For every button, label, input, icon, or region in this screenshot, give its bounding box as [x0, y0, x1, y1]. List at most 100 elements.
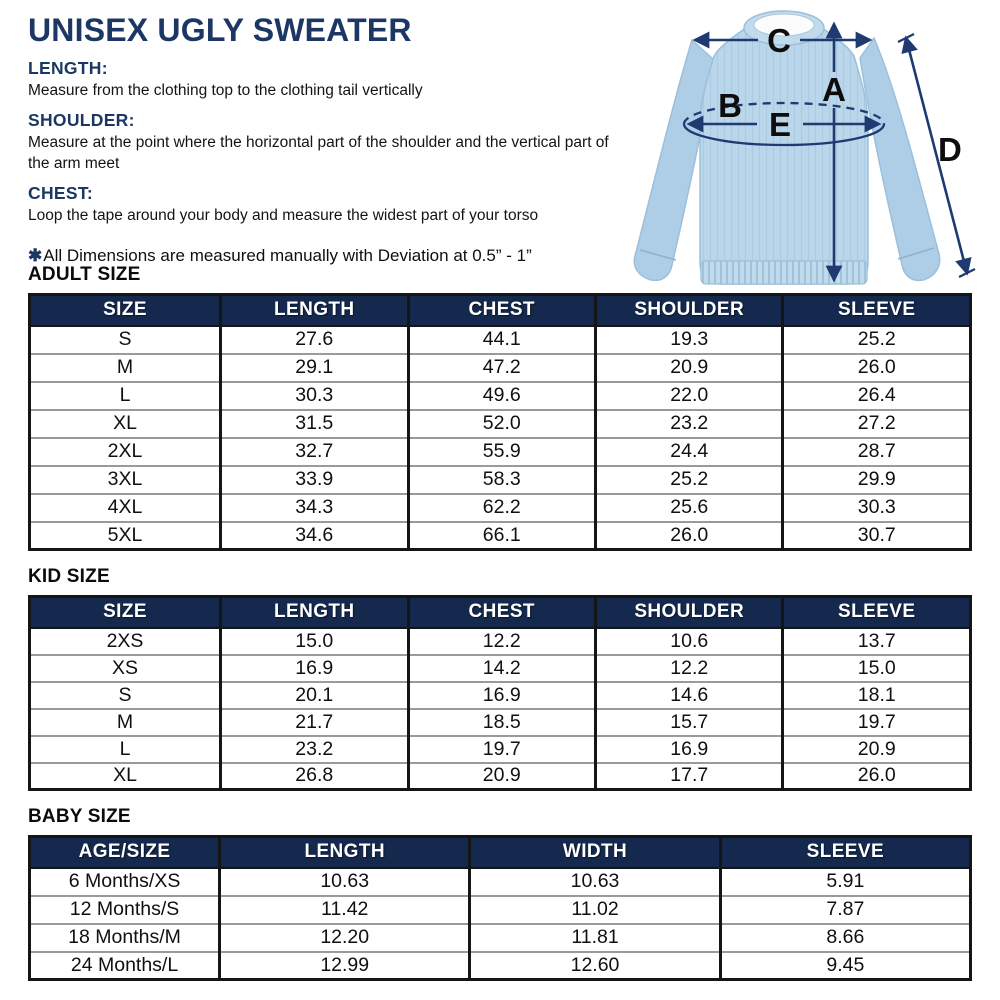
- size-cell: 5XL: [29, 521, 221, 550]
- measurement-cell: 15.0: [219, 627, 408, 655]
- measurement-cell: 26.8: [219, 762, 408, 790]
- measurement-cell: 62.2: [406, 493, 596, 522]
- measurement-cell: 55.9: [406, 437, 596, 466]
- measurement-cell: 7.87: [718, 895, 971, 924]
- baby-size-heading: BABY SIZE: [28, 806, 131, 827]
- table-row: XS 16.9 14.2 12.2 15.0: [29, 654, 971, 682]
- column-header: CHEST: [406, 596, 596, 628]
- measurement-cell: 26.0: [781, 353, 971, 382]
- size-cell: 12 Months/S: [29, 895, 220, 924]
- column-header: SLEEVE: [781, 596, 971, 628]
- chest-ellipse-dashed: [682, 101, 886, 125]
- measurement-cell: 10.63: [468, 867, 721, 896]
- measurement-cell: 14.2: [406, 654, 596, 682]
- measurement-cell: 20.9: [593, 353, 783, 382]
- size-cell: 2XL: [29, 437, 221, 466]
- sweater-diagram-svg: C A B E D: [633, 10, 976, 285]
- size-cell: XL: [29, 409, 221, 438]
- measurement-cell: 11.81: [468, 923, 721, 952]
- label-b: B: [718, 87, 742, 124]
- table-row: S 27.6 44.1 19.3 25.2: [29, 325, 971, 354]
- measurement-cell: 10.63: [218, 867, 470, 896]
- table-row: 3XL 33.9 58.3 25.2 29.9: [29, 465, 971, 494]
- left-sleeve: [633, 38, 715, 282]
- header-row: SIZE LENGTH CHEST SHOULDER SLEEVE: [29, 596, 971, 628]
- column-header: AGE/SIZE: [29, 836, 220, 868]
- table-row: 6 Months/XS 10.63 10.63 5.91: [29, 867, 971, 896]
- measurement-cell: 23.2: [219, 735, 408, 763]
- measurement-cell: 66.1: [406, 521, 596, 550]
- label-c: C: [767, 22, 791, 59]
- measurement-cell: 13.7: [781, 627, 971, 655]
- table-row: 2XL 32.7 55.9 24.4 28.7: [29, 437, 971, 466]
- top-section: UNISEX UGLY SWEATER LENGTH: Measure from…: [0, 0, 1000, 285]
- sweater-measurement-diagram: C A B E D: [616, 0, 1000, 300]
- measurement-cell: 9.45: [718, 951, 971, 980]
- measurement-cell: 24.4: [593, 437, 783, 466]
- table-row: L 23.2 19.7 16.9 20.9: [29, 735, 971, 763]
- size-cell: L: [29, 381, 221, 410]
- left-cuff-line: [639, 249, 677, 261]
- header-row: AGE/SIZE LENGTH WIDTH SLEEVE: [29, 836, 971, 868]
- measurement-cell: 12.60: [468, 951, 721, 980]
- column-header: LENGTH: [218, 836, 470, 868]
- measurement-cell: 47.2: [406, 353, 596, 382]
- measurement-cell: 20.9: [406, 762, 596, 790]
- page-title: UNISEX UGLY SWEATER: [28, 12, 412, 48]
- table-row: 4XL 34.3 62.2 25.6 30.3: [29, 493, 971, 522]
- size-cell: S: [29, 681, 221, 709]
- column-header: SHOULDER: [593, 596, 783, 628]
- measurement-instructions: UNISEX UGLY SWEATER LENGTH: Measure from…: [28, 12, 628, 266]
- adult-size-table: SIZE LENGTH CHEST SHOULDER SLEEVE S 27.6 44.1 19…: [28, 293, 972, 551]
- shoulder-heading: SHOULDER:: [28, 110, 135, 131]
- measurement-cell: 49.6: [406, 381, 596, 410]
- measurement-cell: 11.42: [218, 895, 470, 924]
- chest-heading: CHEST:: [28, 183, 93, 204]
- length-heading: LENGTH:: [28, 58, 108, 78]
- size-cell: 4XL: [29, 493, 221, 522]
- measurement-cell: 23.2: [593, 409, 783, 438]
- column-header: SIZE: [29, 596, 221, 628]
- column-header: SLEEVE: [718, 836, 971, 868]
- measurement-cell: 15.0: [781, 654, 971, 682]
- measurement-cell: 29.1: [219, 353, 408, 382]
- measurement-cell: 27.2: [781, 409, 971, 438]
- table-row: XL 31.5 52.0 23.2 27.2: [29, 409, 971, 438]
- table-row: 2XS 15.0 12.2 10.6 13.7: [29, 627, 971, 655]
- measurement-cell: 31.5: [219, 409, 408, 438]
- column-header: WIDTH: [468, 836, 721, 868]
- measurement-cell: 19.3: [593, 325, 783, 354]
- measurement-cell: 58.3: [406, 465, 596, 494]
- sweater-illustration: [633, 10, 941, 285]
- measurement-cell: 16.9: [219, 654, 408, 682]
- size-cell: XL: [29, 762, 221, 790]
- deviation-note-text: All Dimensions are measured manually wit…: [43, 245, 532, 265]
- measurement-cell: 18.5: [406, 708, 596, 736]
- measurement-cell: 28.7: [781, 437, 971, 466]
- table-row: XL 26.8 20.9 17.7 26.0: [29, 762, 971, 790]
- size-cell: S: [29, 325, 221, 354]
- sleeve-arrow-tick-top: [897, 33, 915, 43]
- measurement-cell: 17.7: [593, 762, 783, 790]
- measurement-cell: 22.0: [593, 381, 783, 410]
- measurement-cell: 26.0: [781, 762, 971, 790]
- size-cell: L: [29, 735, 221, 763]
- kid-size-section: KID SIZE SIZE LENGTH CHEST SHOULDER SLEEVE 2X…: [28, 566, 972, 791]
- measurement-cell: 34.3: [219, 493, 408, 522]
- measurement-cell: 44.1: [406, 325, 596, 354]
- header-row: SIZE LENGTH CHEST SHOULDER SLEEVE: [29, 294, 971, 326]
- measurement-cell: 12.2: [593, 654, 783, 682]
- measurement-cell: 34.6: [219, 521, 408, 550]
- measurement-cell: 14.6: [593, 681, 783, 709]
- measurement-cell: 27.6: [219, 325, 408, 354]
- size-cell: 6 Months/XS: [29, 867, 220, 896]
- measurement-cell: 25.2: [593, 465, 783, 494]
- table-row: M 29.1 47.2 20.9 26.0: [29, 353, 971, 382]
- table-row: S 20.1 16.9 14.6 18.1: [29, 681, 971, 709]
- measurement-cell: 21.7: [219, 708, 408, 736]
- measurement-cell: 20.9: [781, 735, 971, 763]
- measurement-cell: 16.9: [593, 735, 783, 763]
- measurement-cell: 25.6: [593, 493, 783, 522]
- measurement-arrows: [682, 21, 976, 283]
